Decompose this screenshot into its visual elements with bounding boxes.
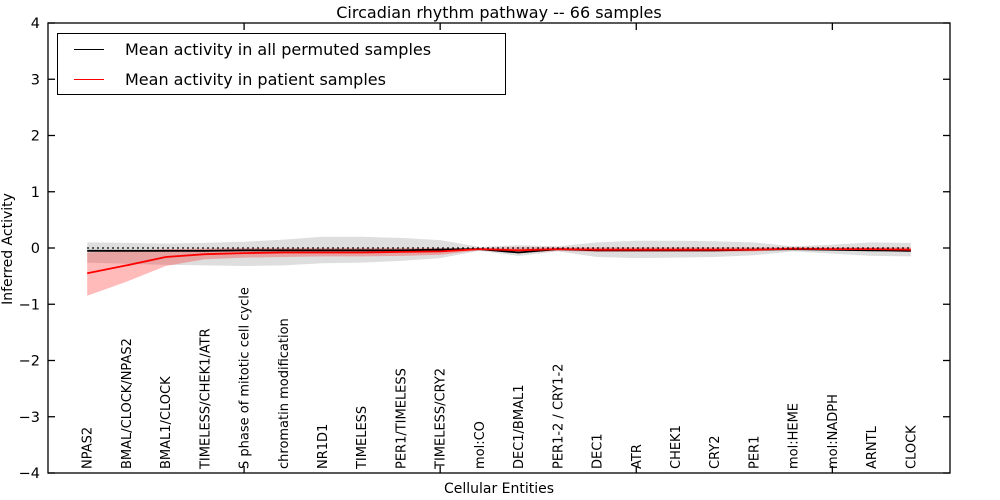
y-tick-label: 1 xyxy=(31,185,40,201)
y-tick-label: −2 xyxy=(19,354,40,370)
patient-samples-range-band xyxy=(87,247,911,296)
category-label: mol:CO xyxy=(473,421,488,469)
category-label: TIMELESS/CRY2 xyxy=(434,368,449,470)
legend: Mean activity in all permuted samples Me… xyxy=(57,33,506,95)
category-label: mol:NADPH xyxy=(826,394,841,469)
legend-label-patient: Mean activity in patient samples xyxy=(125,69,386,89)
category-label: DEC1/BMAL1 xyxy=(512,385,527,470)
category-label: CLOCK xyxy=(904,425,919,469)
series-lines xyxy=(87,247,911,275)
category-label: mol:HEME xyxy=(787,403,802,469)
category-label: PER1/TIMELESS xyxy=(394,368,409,469)
legend-entry-patient: Mean activity in patient samples xyxy=(58,65,505,94)
legend-entry-permuted: Mean activity in all permuted samples xyxy=(58,35,505,64)
category-label: BMAL/CLOCK/NPAS2 xyxy=(120,338,135,469)
chart-title: Circadian rhythm pathway -- 66 samples xyxy=(336,3,662,22)
permuted-line-swatch xyxy=(74,48,104,50)
category-label: DEC1 xyxy=(591,433,606,469)
y-tick-label: 3 xyxy=(31,72,40,88)
category-label: ATR xyxy=(630,444,645,469)
category-label: NR1D1 xyxy=(316,424,331,469)
category-label: ARNTL xyxy=(865,425,880,469)
confidence-bands xyxy=(87,236,911,296)
category-label: S phase of mitotic cell cycle xyxy=(238,287,253,469)
legend-label-permuted: Mean activity in all permuted samples xyxy=(125,39,432,59)
y-tick-labels: 4 3 2 1 0 −1 −2 −3 −4 xyxy=(19,16,40,482)
category-label: chromatin modification xyxy=(277,318,292,469)
x-axis-label: Cellular Entities xyxy=(443,481,555,497)
category-label: PER1-2 / CRY1-2 xyxy=(551,364,566,469)
y-tick-label: −1 xyxy=(19,297,40,313)
y-tick-label: −3 xyxy=(19,410,40,426)
series-line-1 xyxy=(87,247,911,275)
category-label: BMAL1/CLOCK xyxy=(159,376,174,469)
category-label: CHEK1 xyxy=(669,425,684,469)
category-label: PER1 xyxy=(747,436,762,469)
patient-line-swatch xyxy=(74,78,104,80)
category-label: CRY2 xyxy=(708,436,723,470)
category-label: TIMELESS/CHEK1/ATR xyxy=(198,328,213,470)
category-label: TIMELESS xyxy=(355,406,370,470)
y-tick-label: 2 xyxy=(31,129,40,145)
y-tick-label: 0 xyxy=(31,241,40,257)
category-labels: NPAS2 BMAL/CLOCK/NPAS2 BMAL1/CLOCK TIMELESS… xyxy=(81,287,920,470)
axis-ticks xyxy=(48,22,950,474)
category-label: NPAS2 xyxy=(81,427,96,469)
y-tick-label: −4 xyxy=(19,466,40,482)
y-tick-label: 4 xyxy=(31,16,40,32)
